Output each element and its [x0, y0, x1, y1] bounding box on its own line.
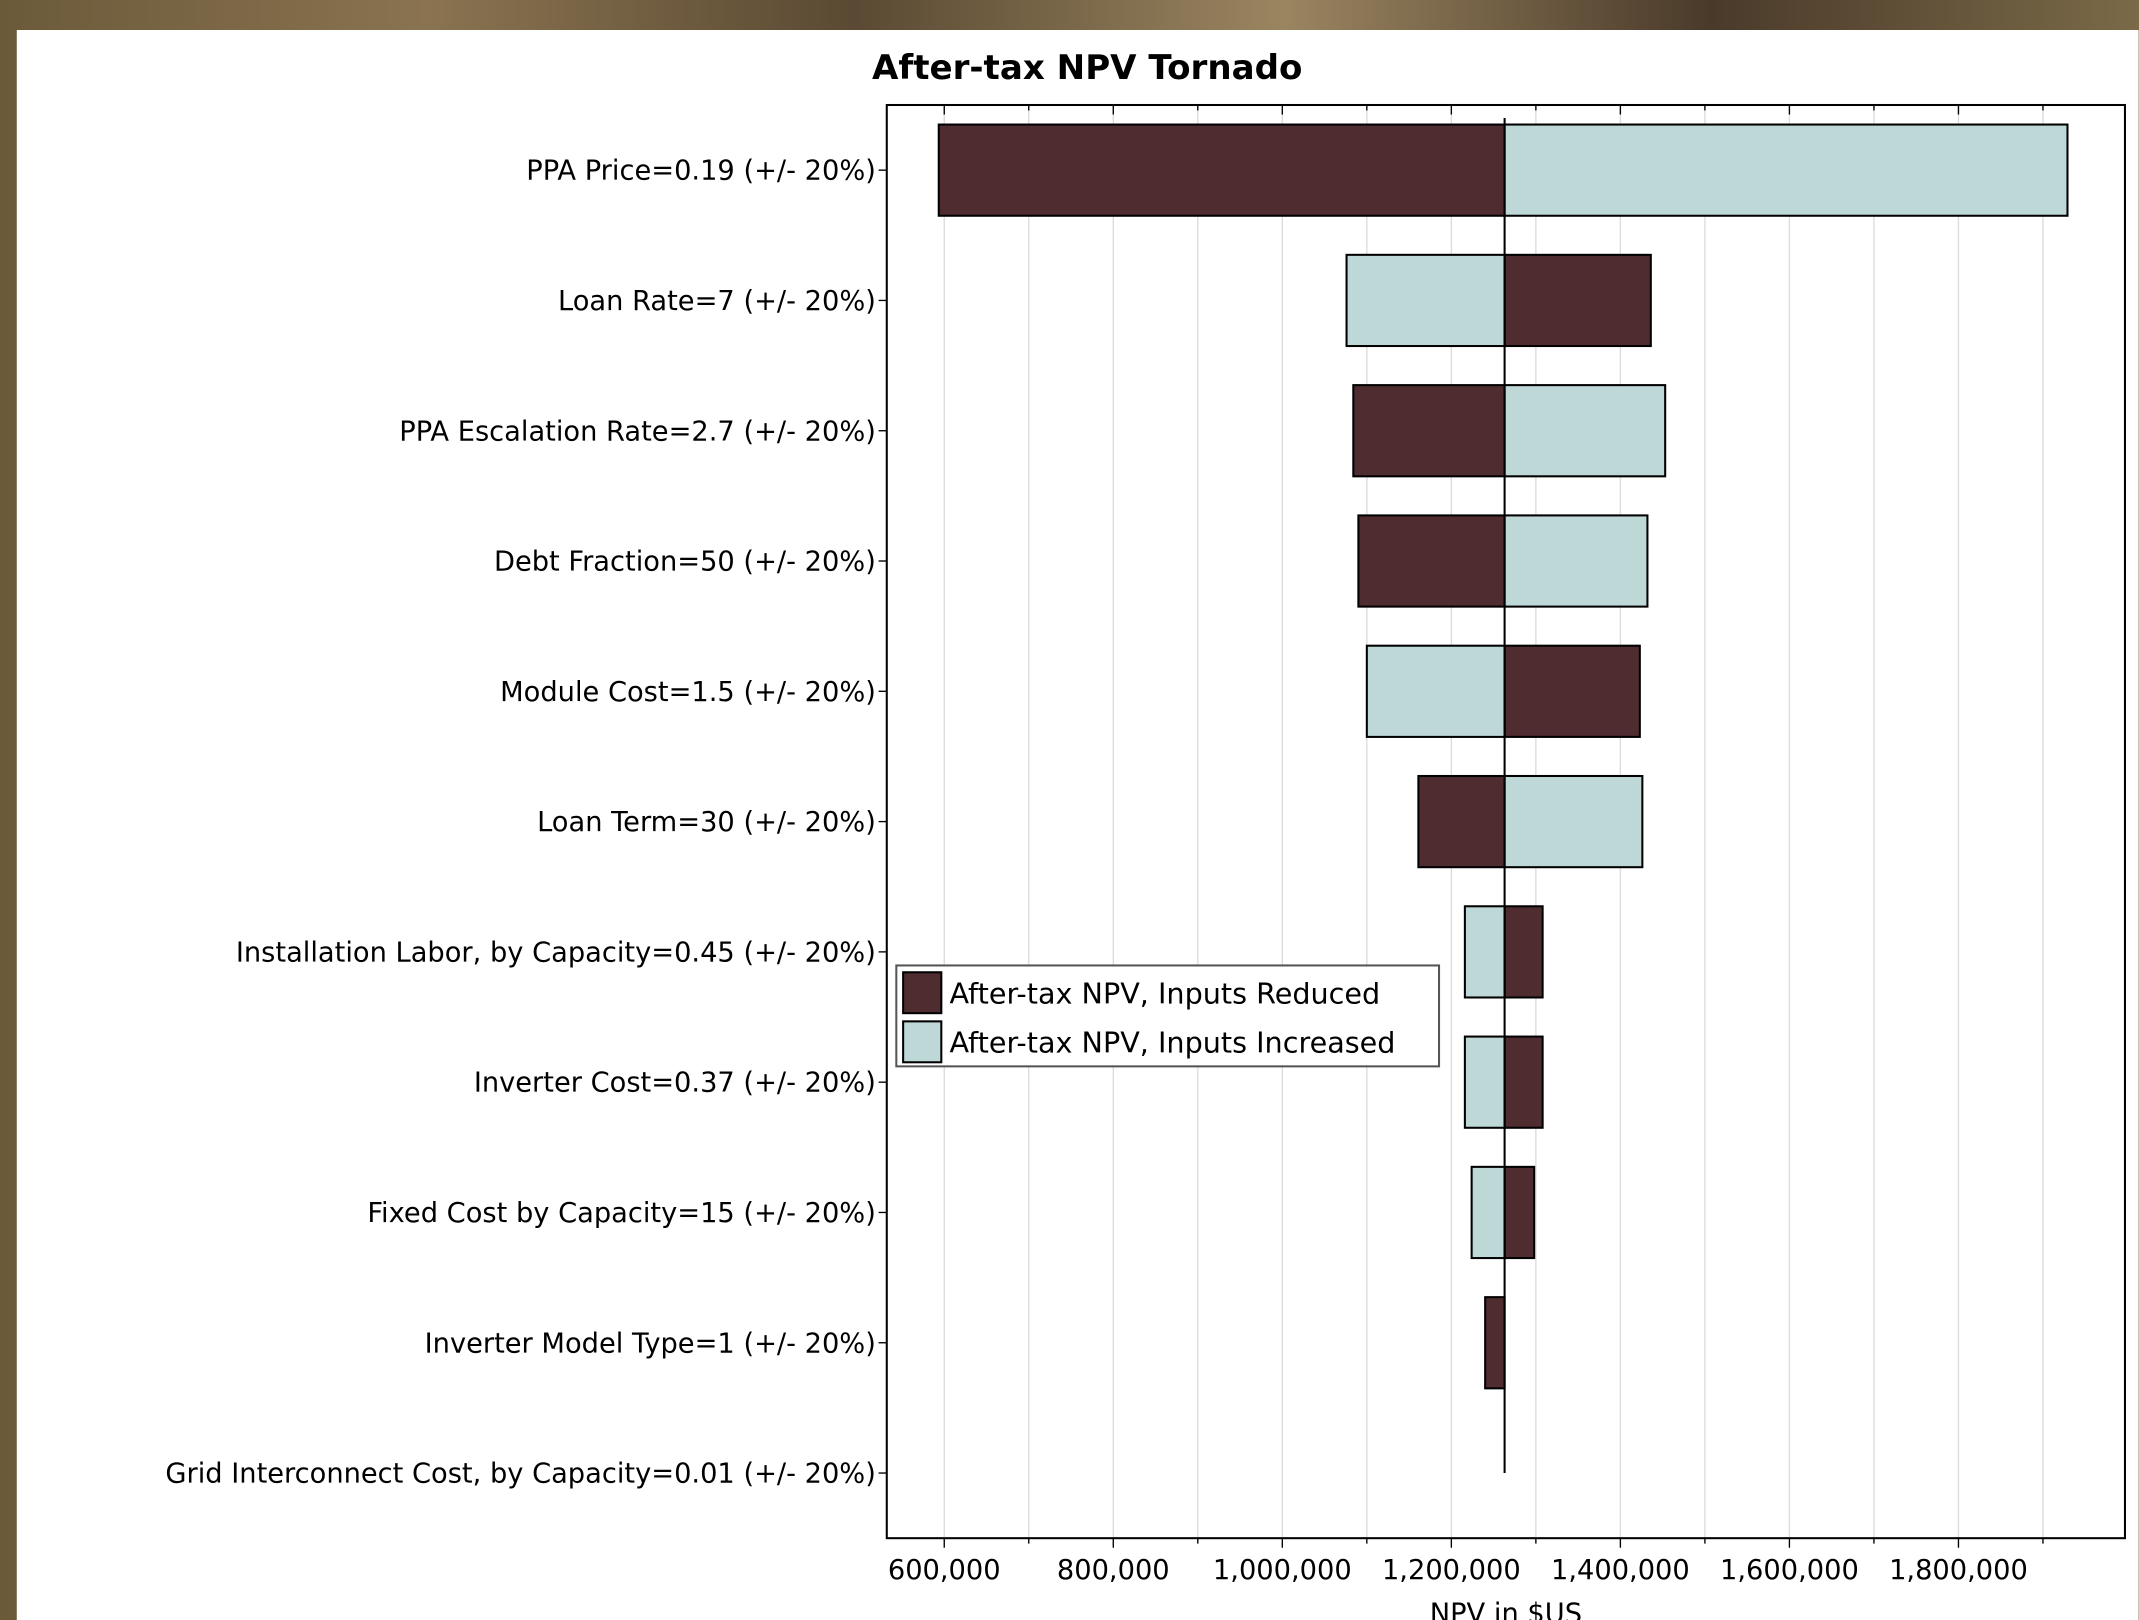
page: {"chart_data": {"type": "tornado", "titl… — [0, 0, 2139, 1620]
bar — [1505, 646, 1640, 737]
y-tick-label: PPA Escalation Rate=2.7 (+/- 20%) — [399, 416, 876, 447]
x-tick-label: 1,200,000 — [1382, 1555, 1521, 1586]
chart-title: After-tax NPV Tornado — [872, 48, 1302, 88]
y-tick-label: PPA Price=0.19 (+/- 20%) — [526, 156, 876, 187]
y-tick-label: Installation Labor, by Capacity=0.45 (+/… — [236, 937, 876, 968]
chart: After-tax NPV Tornado NPV in $US 600,000… — [0, 0, 2139, 1620]
bar — [1358, 515, 1504, 606]
x-tick-label: 800,000 — [1057, 1555, 1170, 1586]
bar — [1353, 385, 1504, 476]
bar — [1367, 646, 1505, 737]
bar — [1485, 1297, 1504, 1388]
x-tick-label: 1,400,000 — [1551, 1555, 1690, 1586]
x-tick-label: 1,000,000 — [1213, 1555, 1352, 1586]
bar — [1505, 255, 1651, 346]
legend-swatch — [903, 972, 941, 1013]
bar — [1418, 776, 1504, 867]
legend-swatch — [903, 1021, 941, 1062]
y-tick-label: Loan Rate=7 (+/- 20%) — [558, 286, 876, 317]
legend-label: After-tax NPV, Inputs Increased — [950, 1026, 1396, 1060]
legend-label: After-tax NPV, Inputs Reduced — [950, 977, 1381, 1011]
bar — [1465, 1037, 1505, 1128]
x-tick-label: 1,600,000 — [1720, 1555, 1859, 1586]
bar — [1505, 906, 1543, 997]
bar — [1505, 1037, 1543, 1128]
y-tick-label: Grid Interconnect Cost, by Capacity=0.01… — [165, 1459, 875, 1490]
bar — [1505, 385, 1666, 476]
bar — [1505, 1167, 1535, 1258]
x-tick-label: 1,800,000 — [1889, 1555, 2028, 1586]
y-tick-label: Module Cost=1.5 (+/- 20%) — [500, 677, 876, 708]
bar — [1347, 255, 1505, 346]
y-tick-label: Inverter Model Type=1 (+/- 20%) — [425, 1328, 876, 1359]
bar — [1465, 906, 1505, 997]
panel — [17, 30, 2139, 1620]
bar — [1472, 1167, 1505, 1258]
bar — [1505, 776, 1643, 867]
bar — [1505, 125, 2068, 216]
x-axis-label: NPV in $US — [1430, 1599, 1582, 1620]
bar — [1505, 515, 1648, 606]
y-tick-label: Inverter Cost=0.37 (+/- 20%) — [474, 1068, 876, 1099]
bar — [939, 125, 1505, 216]
y-tick-label: Fixed Cost by Capacity=15 (+/- 20%) — [367, 1198, 875, 1229]
y-tick-label: Loan Term=30 (+/- 20%) — [537, 807, 876, 838]
x-tick-label: 600,000 — [888, 1555, 1001, 1586]
y-tick-label: Debt Fraction=50 (+/- 20%) — [494, 547, 876, 578]
